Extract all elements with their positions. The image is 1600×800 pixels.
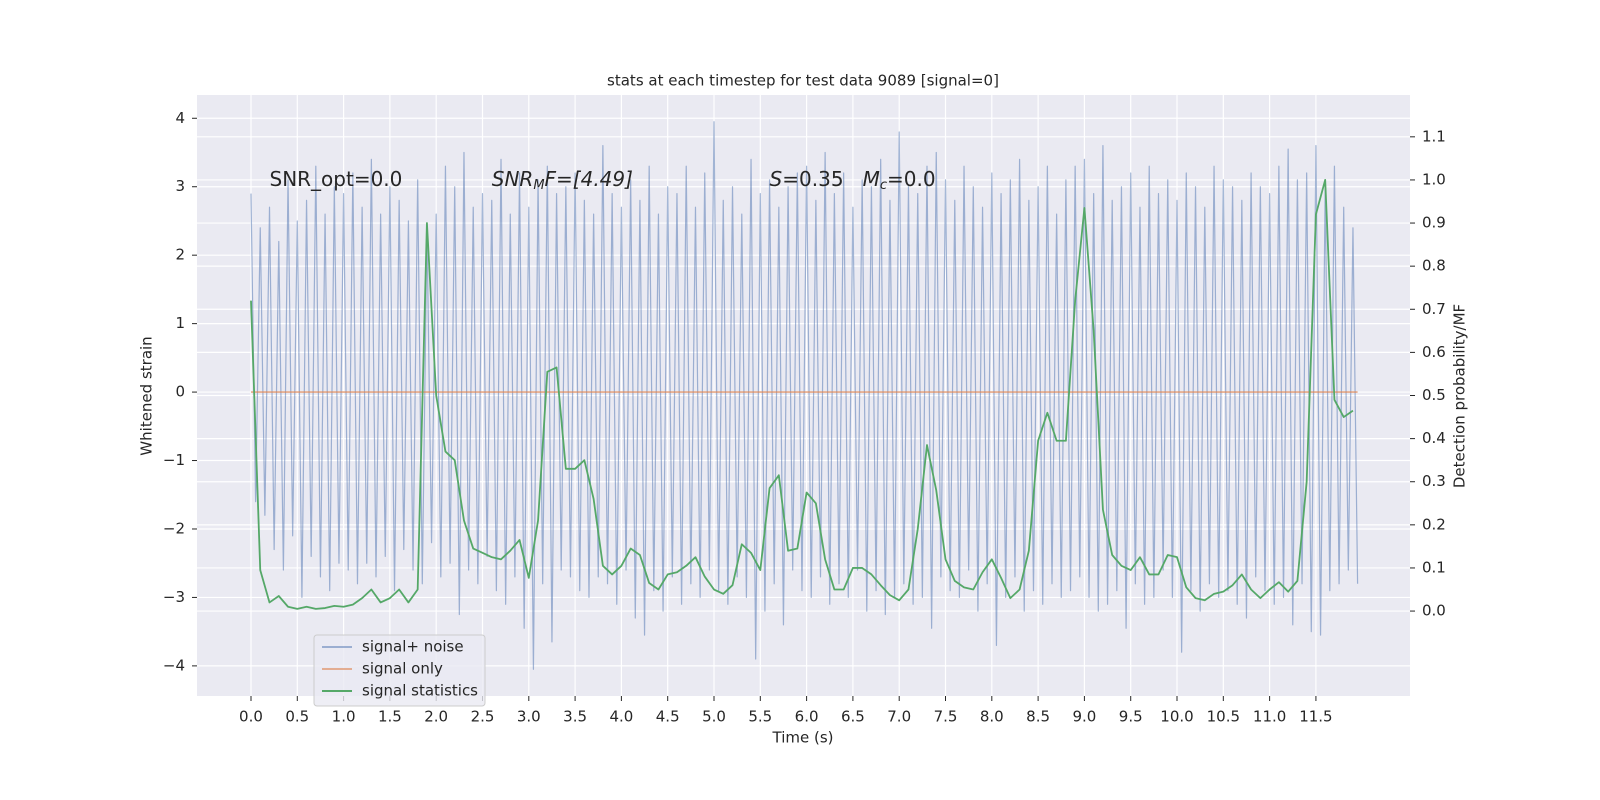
y2-tick-label: 0.7	[1422, 300, 1446, 318]
annotation-part: M	[863, 166, 880, 190]
marks	[250, 121, 1359, 670]
annotation-part: S	[770, 166, 783, 190]
y2-tick-label: 0.8	[1422, 257, 1446, 275]
y-tick-label: −3	[163, 588, 185, 606]
legend-label: signal+ noise	[362, 638, 464, 656]
y2-tick-label: 0.0	[1422, 602, 1446, 620]
x-tick-label: 1.5	[378, 708, 402, 726]
y2-tick-label: 1.1	[1422, 127, 1446, 145]
y2-tick-label: 0.5	[1422, 386, 1446, 404]
legend-label: signal statistics	[362, 682, 478, 700]
y2-tick-label: 0.2	[1422, 515, 1446, 533]
x-tick-label: 0.5	[285, 708, 309, 726]
x-tick-label: 9.0	[1072, 708, 1096, 726]
annotation-part: M	[533, 177, 544, 192]
y-tick-label: −4	[163, 656, 185, 674]
legend-box	[313, 634, 486, 707]
y2-tick-label: 0.1	[1422, 558, 1446, 576]
y-tick-label: −1	[163, 451, 185, 469]
x-tick-label: 3.0	[517, 708, 541, 726]
y2-tick-label: 0.9	[1422, 214, 1446, 232]
legend: signal+ noise signal only signal statistic…	[313, 634, 486, 707]
x-tick-label: 8.0	[980, 708, 1004, 726]
y-tick-label: −2	[163, 519, 185, 537]
x-tick-label: 5.5	[748, 708, 772, 726]
x-tick-label: 5.0	[702, 708, 726, 726]
y2-tick-label: 0.4	[1422, 429, 1446, 447]
series-line	[250, 179, 1354, 610]
y2-tick-label: 0.6	[1422, 343, 1446, 361]
annotation: SNRMF=[4.49]	[492, 166, 633, 192]
x-tick-label: 1.0	[332, 708, 356, 726]
x-tick-label: 11.0	[1253, 708, 1286, 726]
y2-axis-label: Detection probability/MF	[1451, 304, 1469, 488]
x-tick-label: 7.0	[887, 708, 911, 726]
annotation-part: =0.35	[782, 166, 862, 190]
annotation-part: F=[4.49]	[545, 166, 633, 190]
x-tick-label: 10.0	[1160, 708, 1193, 726]
x-tick-label: 3.5	[563, 708, 587, 726]
x-tick-label: 2.0	[424, 708, 448, 726]
y-tick-label: 3	[175, 177, 185, 195]
x-tick-label: 10.5	[1207, 708, 1240, 726]
y2-tick-label: 0.3	[1422, 472, 1446, 490]
x-tick-label: 2.5	[471, 708, 495, 726]
labels: 0.0 0.5 1.0 1.5 2.0 2.5 3.0 3.5 4.0 4.5 5.0 5.5 6.0 6…	[163, 109, 1446, 726]
y-tick-label: 2	[175, 246, 185, 264]
x-tick-label: 11.5	[1299, 708, 1332, 726]
x-tick-label: 8.5	[1026, 708, 1050, 726]
y2-tick-label: 1.0	[1422, 170, 1446, 188]
y-tick-label: 1	[175, 314, 185, 332]
legend-label: signal only	[362, 660, 443, 678]
annotation-part: c	[880, 177, 887, 192]
annotation: SNR_opt=0.0	[270, 166, 403, 190]
x-tick-label: 9.5	[1119, 708, 1143, 726]
x-tick-label: 4.0	[609, 708, 633, 726]
annotation-part: =0.0	[887, 166, 936, 190]
x-axis-label: Time (s)	[772, 729, 834, 747]
annotation-part: SNR_opt=0.0	[270, 166, 403, 190]
annotations: SNR_opt=0.0 SNRMF=[4.49] S=0.35 Mc=0.0	[270, 166, 936, 192]
y-axis-label: Whitened strain	[138, 336, 156, 455]
chart-title: stats at each timestep for test data 908…	[607, 72, 999, 90]
x-tick-label: 6.0	[795, 708, 819, 726]
x-tick-label: 6.5	[841, 708, 865, 726]
x-tick-label: 0.0	[239, 708, 263, 726]
annotation-part: SNR	[492, 166, 534, 190]
series-line	[250, 121, 1359, 670]
y-tick-label: 0	[175, 383, 185, 401]
x-tick-label: 4.5	[656, 708, 680, 726]
x-tick-label: 7.5	[934, 708, 958, 726]
y-tick-label: 4	[175, 109, 185, 127]
annotation: S=0.35 Mc=0.0	[770, 166, 936, 192]
